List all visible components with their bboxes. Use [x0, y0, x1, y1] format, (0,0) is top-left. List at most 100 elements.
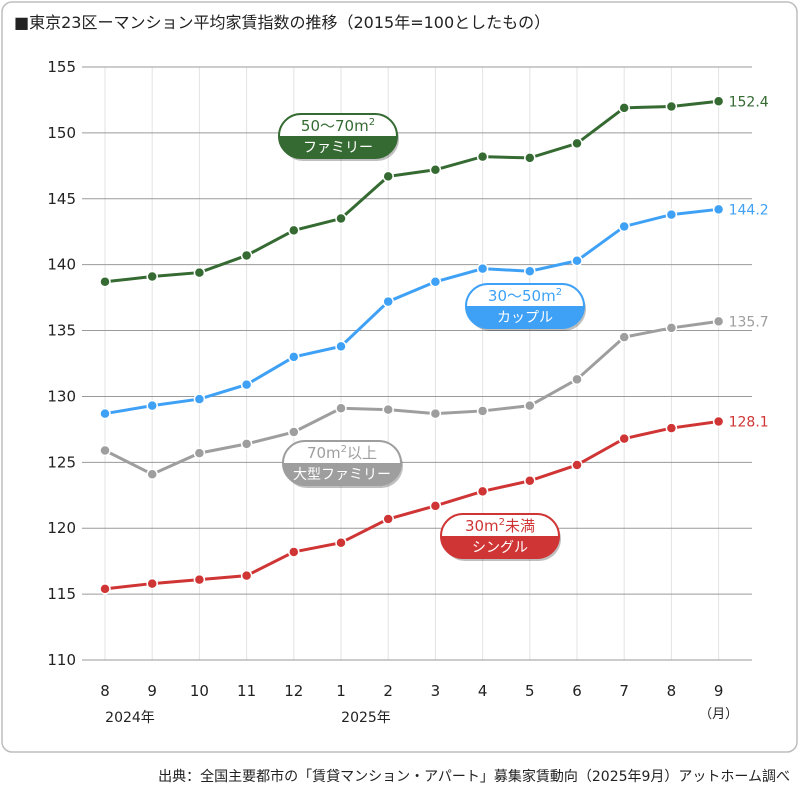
- y-tick-label: 150: [47, 124, 76, 142]
- data-point: [571, 137, 583, 150]
- data-point: [524, 152, 536, 164]
- series-line: [104, 99, 719, 284]
- data-point: [712, 315, 725, 328]
- data-point: [146, 577, 158, 590]
- data-point: [146, 399, 158, 412]
- x-tick-label: 8: [100, 682, 110, 700]
- series-badge: 50〜70m2 ファミリー: [278, 113, 399, 161]
- series-1: 144.2: [99, 202, 769, 420]
- data-point: [429, 500, 442, 512]
- x-tick-label: 1: [336, 682, 346, 700]
- x-tick-label: 8: [667, 682, 677, 700]
- end-value-label: 152.4: [729, 94, 769, 110]
- series-line: [104, 419, 719, 591]
- data-point: [240, 438, 253, 450]
- data-point: [335, 402, 347, 415]
- series-line: [104, 319, 719, 476]
- data-point: [665, 208, 678, 221]
- data-point: [618, 432, 630, 445]
- data-point: [382, 513, 394, 525]
- data-point: [712, 95, 725, 108]
- data-point: [146, 468, 158, 480]
- year-label: 2024年: [105, 710, 155, 726]
- data-point: [429, 276, 442, 288]
- data-point: [335, 212, 347, 225]
- data-point: [524, 399, 536, 412]
- data-point: [335, 536, 347, 549]
- y-tick-label: 140: [47, 256, 76, 274]
- y-tick-label: 130: [47, 387, 76, 405]
- data-point: [571, 254, 583, 267]
- end-value-label: 144.2: [729, 202, 769, 218]
- data-point: [288, 546, 300, 558]
- x-tick-label: 11: [237, 682, 256, 700]
- data-point: [240, 378, 253, 391]
- y-tick-label: 125: [47, 453, 76, 471]
- y-tick-label: 145: [47, 190, 76, 208]
- x-tick-label: 6: [572, 682, 582, 700]
- data-point: [665, 422, 678, 434]
- x-tick-label: 2: [383, 682, 393, 700]
- data-point: [193, 573, 206, 586]
- x-tick-label: 7: [619, 682, 629, 700]
- series-0: 152.4: [99, 94, 769, 288]
- data-point: [99, 444, 111, 457]
- y-tick-label: 120: [47, 519, 76, 537]
- data-point: [712, 415, 725, 428]
- data-point: [99, 583, 111, 595]
- data-point: [382, 170, 394, 183]
- data-point: [240, 249, 253, 262]
- data-point: [146, 270, 158, 283]
- data-point: [524, 265, 536, 278]
- x-tick-label: 10: [190, 682, 209, 700]
- data-point: [429, 407, 442, 420]
- series-2: 135.7: [99, 314, 769, 480]
- badge-type-label: カップル: [497, 310, 553, 326]
- data-point: [288, 426, 300, 438]
- data-point: [288, 351, 300, 363]
- y-tick-label: 155: [47, 58, 76, 76]
- badge-size-label: 30m2未満: [465, 517, 535, 535]
- end-value-label: 128.1: [729, 414, 769, 430]
- card-border: [1, 1, 798, 753]
- data-point: [476, 485, 489, 498]
- series-line: [104, 207, 719, 416]
- data-point: [618, 220, 630, 233]
- data-point: [382, 403, 394, 416]
- badge-type-label: 大型ファミリー: [293, 467, 391, 483]
- data-point: [99, 407, 111, 420]
- y-tick-label: 115: [47, 585, 76, 603]
- y-tick-label: 135: [47, 322, 76, 340]
- badge-type-label: シングル: [472, 540, 528, 556]
- data-point: [240, 569, 253, 582]
- data-point: [99, 276, 111, 288]
- data-point: [193, 266, 206, 279]
- data-point: [335, 340, 347, 353]
- x-tick-label: 3: [431, 682, 441, 700]
- data-point: [476, 262, 489, 275]
- series-badge: 30〜50m2 カップル: [465, 283, 586, 331]
- x-tick-label: 4: [478, 682, 488, 700]
- year-label: 2025年: [341, 710, 391, 726]
- data-point: [524, 475, 536, 487]
- y-tick-label: 110: [47, 651, 76, 669]
- badge-size-label: 70m2以上: [307, 444, 377, 462]
- x-tick-label: 12: [284, 682, 303, 700]
- data-point: [665, 100, 678, 113]
- data-point: [382, 295, 394, 308]
- series-3: 128.1: [99, 414, 769, 595]
- data-point: [476, 150, 489, 163]
- data-point: [476, 405, 489, 417]
- data-point: [429, 164, 442, 176]
- x-tick-label: 9: [147, 682, 157, 700]
- month-unit-label: （月）: [699, 707, 738, 722]
- data-point: [618, 102, 630, 114]
- data-point: [193, 447, 206, 459]
- x-tick-label: 9: [714, 682, 724, 700]
- data-point: [571, 373, 583, 386]
- chart-title: ■東京23区ーマンション平均家賃指数の推移（2015年=100としたもの）: [14, 13, 550, 32]
- badge-type-label: ファミリー: [303, 140, 373, 156]
